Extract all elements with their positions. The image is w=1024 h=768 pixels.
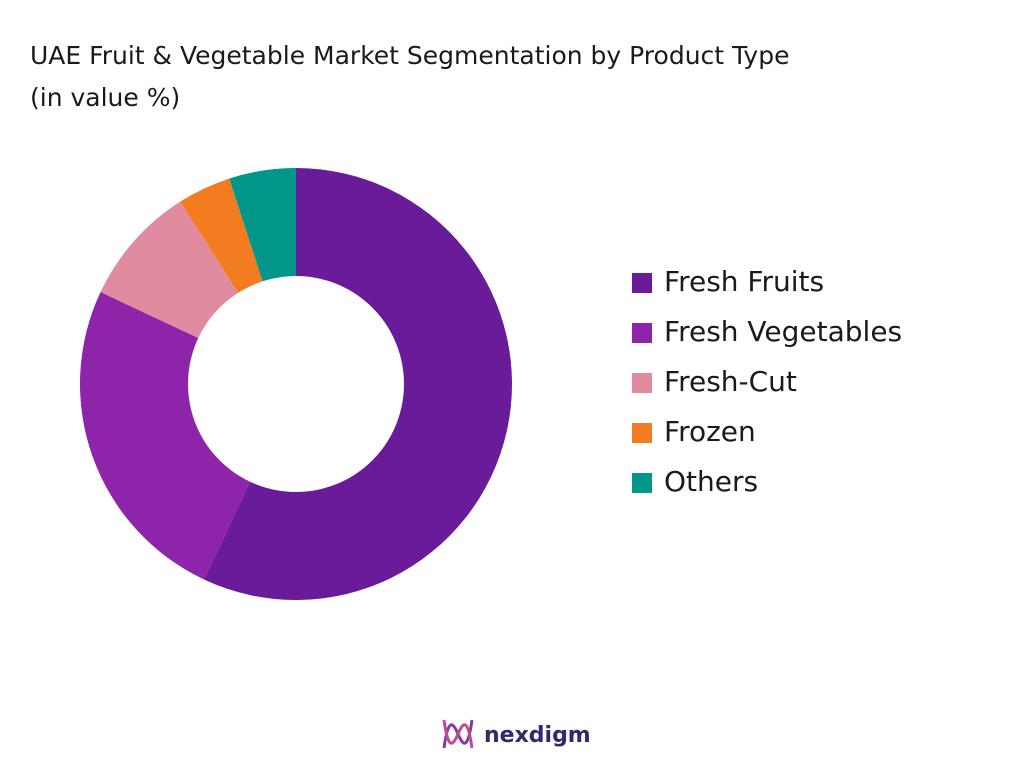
donut-slice <box>229 168 296 282</box>
donut-slice <box>79 292 251 580</box>
legend-label: Fresh Vegetables <box>664 315 902 348</box>
donut-slice <box>180 178 263 293</box>
donut-slice <box>204 168 512 600</box>
legend-swatch <box>632 423 652 443</box>
chart-subtitle: (in value %) <box>30 83 180 112</box>
legend-swatch <box>632 323 652 343</box>
logo-icon <box>442 719 474 749</box>
legend-label: Frozen <box>664 415 756 448</box>
brand-name: nexdigm <box>484 723 591 748</box>
legend-swatch <box>632 273 652 293</box>
chart-title: UAE Fruit & Vegetable Market Segmentatio… <box>30 41 789 70</box>
legend-label: Fresh Fruits <box>664 265 824 298</box>
legend-label: Others <box>664 465 758 498</box>
legend-swatch <box>632 373 652 393</box>
logo: nexdigm <box>442 719 591 749</box>
legend-label: Fresh-Cut <box>664 365 797 398</box>
donut-slice <box>100 201 239 339</box>
legend-swatch <box>632 473 652 493</box>
